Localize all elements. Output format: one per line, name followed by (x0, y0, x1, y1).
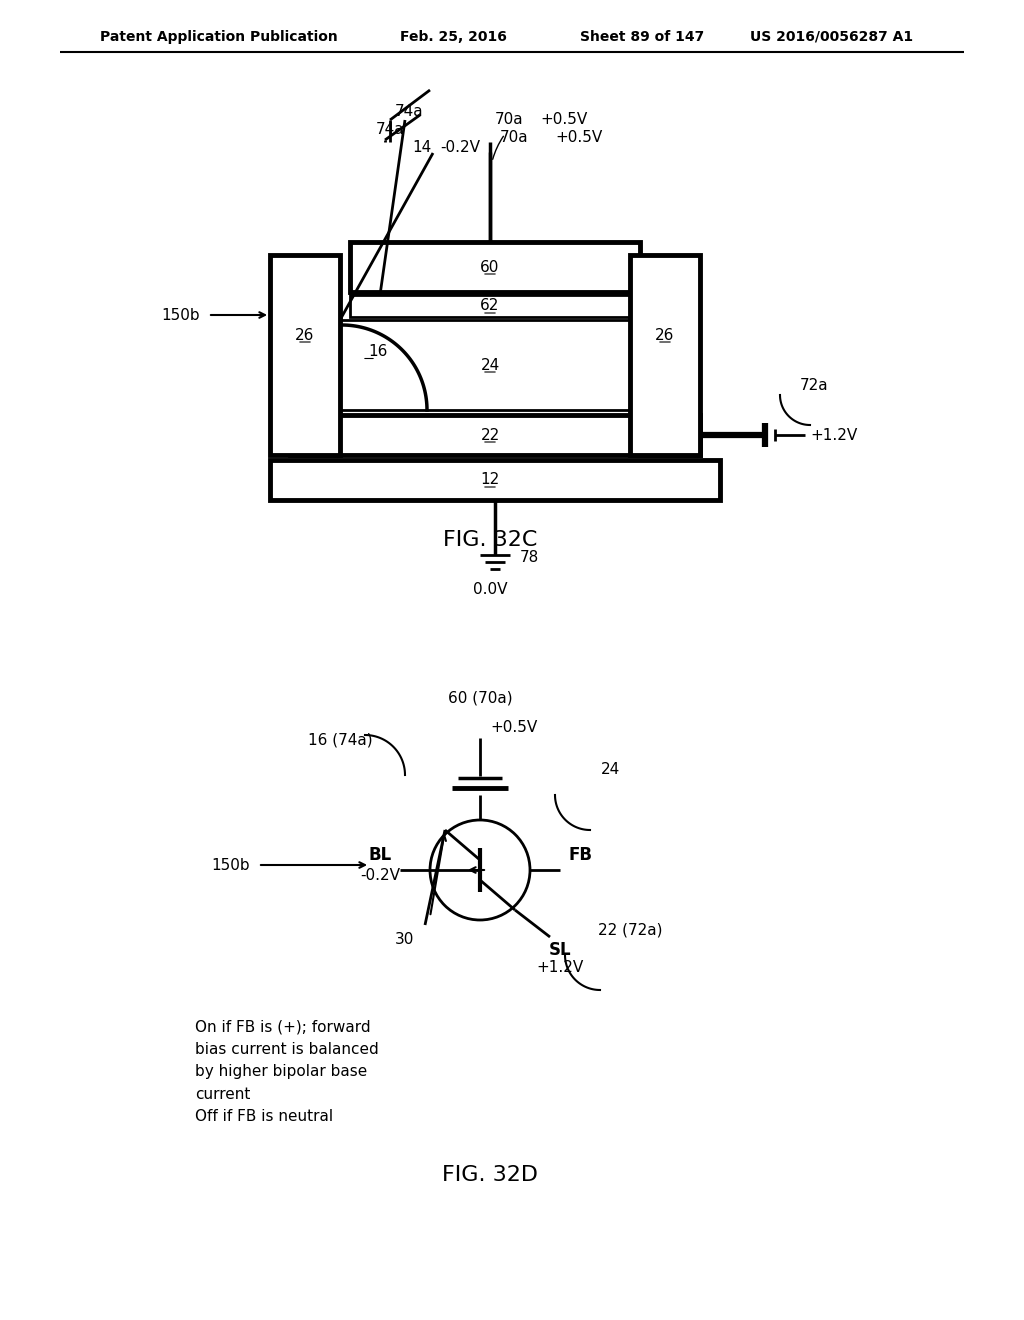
Text: 14: 14 (412, 140, 431, 154)
Text: Sheet 89 of 147: Sheet 89 of 147 (580, 30, 705, 44)
Bar (270, 459, 720, 500)
Text: BL: BL (369, 846, 391, 865)
Text: 26: 26 (655, 327, 675, 342)
Text: Feb. 25, 2016: Feb. 25, 2016 (400, 30, 507, 44)
Text: 74a: 74a (376, 121, 404, 137)
Text: 70a: 70a (495, 112, 523, 127)
Text: 60: 60 (480, 260, 500, 275)
Text: 24: 24 (480, 358, 500, 372)
Text: 70a: 70a (500, 129, 528, 144)
Text: On if FB is (+); forward
bias current is balanced
by higher bipolar base
current: On if FB is (+); forward bias current is… (195, 1020, 379, 1123)
Text: +0.5V: +0.5V (555, 129, 602, 144)
Bar (270, 255, 340, 455)
Text: 22 (72a): 22 (72a) (598, 923, 663, 937)
Bar (290, 414, 700, 455)
Text: 30: 30 (395, 932, 415, 948)
Text: FIG. 32C: FIG. 32C (442, 531, 538, 550)
Text: 62: 62 (480, 298, 500, 314)
Text: 78: 78 (520, 550, 540, 565)
Text: US 2016/0056287 A1: US 2016/0056287 A1 (750, 30, 913, 44)
Bar (350, 294, 640, 317)
Text: FB: FB (568, 846, 592, 865)
Text: 24: 24 (600, 763, 620, 777)
Text: 12: 12 (480, 473, 500, 487)
Text: 150b: 150b (211, 858, 250, 873)
Text: 26: 26 (295, 327, 314, 342)
Text: 0.0V: 0.0V (473, 582, 507, 597)
Text: 60 (70a): 60 (70a) (447, 690, 512, 705)
Text: 74a: 74a (395, 104, 424, 120)
Text: 16 (74a): 16 (74a) (307, 733, 373, 747)
Text: -0.2V: -0.2V (440, 140, 480, 154)
Text: 72a: 72a (800, 378, 828, 392)
Text: -0.2V: -0.2V (360, 867, 400, 883)
Text: +1.2V: +1.2V (810, 428, 857, 442)
Bar (630, 255, 700, 455)
Text: 16: 16 (368, 345, 387, 359)
Text: FIG. 32D: FIG. 32D (442, 1166, 538, 1185)
Text: +0.5V: +0.5V (540, 112, 587, 127)
Text: +1.2V: +1.2V (537, 960, 584, 974)
Bar (290, 319, 700, 411)
Text: Patent Application Publication: Patent Application Publication (100, 30, 338, 44)
Text: SL: SL (549, 941, 571, 960)
Bar (350, 242, 640, 292)
Text: 22: 22 (480, 428, 500, 442)
Text: 150b: 150b (162, 308, 200, 322)
Text: +0.5V: +0.5V (490, 721, 538, 735)
